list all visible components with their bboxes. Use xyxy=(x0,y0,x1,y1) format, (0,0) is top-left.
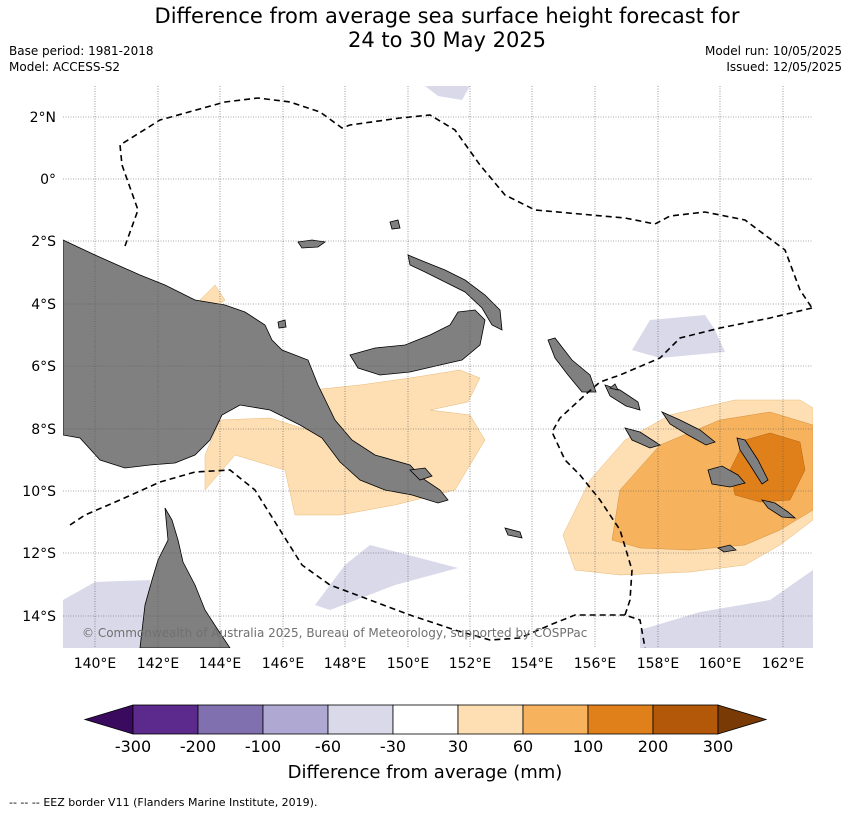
lat-label: 0° xyxy=(40,172,56,188)
title-line-1: Difference from average sea surface heig… xyxy=(154,4,740,28)
anomaly-neg-se xyxy=(640,570,813,648)
colorbar-swatch xyxy=(652,704,719,735)
land-new-guinea xyxy=(63,239,449,504)
colorbar-tick-label: 200 xyxy=(638,737,669,756)
colorbar-swatch xyxy=(132,704,199,735)
colorbar-swatches xyxy=(132,704,719,735)
lat-label: 2°N xyxy=(30,110,56,126)
colorbar-swatch xyxy=(392,704,459,735)
title-line-2: 24 to 30 May 2025 xyxy=(347,28,547,52)
lon-label: 160°E xyxy=(699,656,742,672)
colorbar-swatch xyxy=(327,704,394,735)
base-period: Base period: 1981-2018 xyxy=(9,44,154,58)
lat-label: 2°S xyxy=(31,234,56,250)
lat-label: 4°S xyxy=(31,297,56,313)
colorbar-tick-label: 300 xyxy=(703,737,734,756)
lon-label: 146°E xyxy=(262,656,305,672)
lat-label: 12°S xyxy=(22,546,56,562)
land-guadalcanal xyxy=(707,465,746,488)
eez-legend-text: EEZ border V11 (Flanders Marine Institut… xyxy=(43,796,318,809)
land-malaita xyxy=(736,437,769,485)
land-choiseul xyxy=(604,384,641,411)
copyright-note: © Commonwealth of Australia 2025, Bureau… xyxy=(82,626,587,640)
lon-label: 142°E xyxy=(137,656,180,672)
lon-label: 156°E xyxy=(574,656,617,672)
lat-label: 6°S xyxy=(31,359,56,375)
lon-label: 144°E xyxy=(199,656,242,672)
colorbar-tick-label: -30 xyxy=(380,737,406,756)
colorbar-tick-label: -300 xyxy=(115,737,151,756)
colorbar-title: Difference from average (mm) xyxy=(287,762,563,783)
colorbar-tick-label: -60 xyxy=(315,737,341,756)
anomaly-neg-south xyxy=(315,545,458,610)
eez-legend-dash: -- -- -- xyxy=(9,796,44,809)
colorbar-swatch xyxy=(197,704,264,735)
land-manus xyxy=(297,239,327,249)
land-small-1 xyxy=(277,219,737,553)
anomaly-neg-sw xyxy=(63,580,150,648)
land-makira xyxy=(761,499,797,519)
model-run: Model run: 10/05/2025 xyxy=(704,44,842,58)
lat-labels: 2°N 0° 2°S 4°S 6°S 8°S 10°S 12°S 14°S xyxy=(22,110,56,625)
lon-label: 158°E xyxy=(637,656,680,672)
colorbar-ticks: -300 -200 -100 -60 -30 30 60 100 200 300 xyxy=(115,737,733,756)
colorbar-tick-label: -200 xyxy=(180,737,216,756)
land-bougainville xyxy=(547,337,597,393)
meta-right: Model run: 10/05/2025 Issued: 12/05/2025 xyxy=(705,43,842,75)
lon-label: 154°E xyxy=(511,656,554,672)
lon-labels: 140°E 142°E 144°E 146°E 148°E 150°E 152°… xyxy=(74,656,805,672)
eez-legend: -- -- -- EEZ border V11 (Flanders Marine… xyxy=(9,796,317,809)
chart-title: Difference from average sea surface heig… xyxy=(0,4,850,52)
lon-label: 152°E xyxy=(449,656,492,672)
colorbar-extend-high xyxy=(717,704,768,735)
colorbar-swatch xyxy=(457,704,524,735)
colorbar-swatch xyxy=(587,704,654,735)
land-new-britain xyxy=(349,309,486,376)
colorbar-extend-low xyxy=(83,704,134,735)
lat-label: 8°S xyxy=(31,422,56,438)
land-rossel xyxy=(504,527,523,539)
colorbar-tick-label: 30 xyxy=(448,737,468,756)
lon-label: 150°E xyxy=(387,656,430,672)
lon-label: 162°E xyxy=(762,656,805,672)
lat-label: 10°S xyxy=(22,484,56,500)
colorbar-swatch xyxy=(522,704,589,735)
anomaly-neg-north xyxy=(425,86,470,100)
land-fergusson xyxy=(409,467,433,481)
colorbar: -300 -200 -100 -60 -30 30 60 100 200 300 xyxy=(83,704,768,756)
land-new-ireland xyxy=(407,254,503,331)
lon-label: 148°E xyxy=(324,656,367,672)
model-name: Model: ACCESS-S2 xyxy=(9,60,121,74)
land-santa-isabel xyxy=(660,411,716,446)
meta-left: Base period: 1981-2018 Model: ACCESS-S2 xyxy=(9,43,154,75)
lon-label: 140°E xyxy=(74,656,117,672)
anomaly-neg-east xyxy=(632,315,725,358)
lat-label: 14°S xyxy=(22,609,56,625)
issued-date: Issued: 12/05/2025 xyxy=(726,60,842,74)
colorbar-swatch xyxy=(262,704,329,735)
land-cape-york xyxy=(139,507,231,648)
land-new-georgia xyxy=(624,427,661,449)
graticule xyxy=(63,86,813,648)
colorbar-tick-label: 100 xyxy=(573,737,604,756)
colorbar-tick-label: 60 xyxy=(513,737,533,756)
colorbar-tick-label: -100 xyxy=(245,737,281,756)
